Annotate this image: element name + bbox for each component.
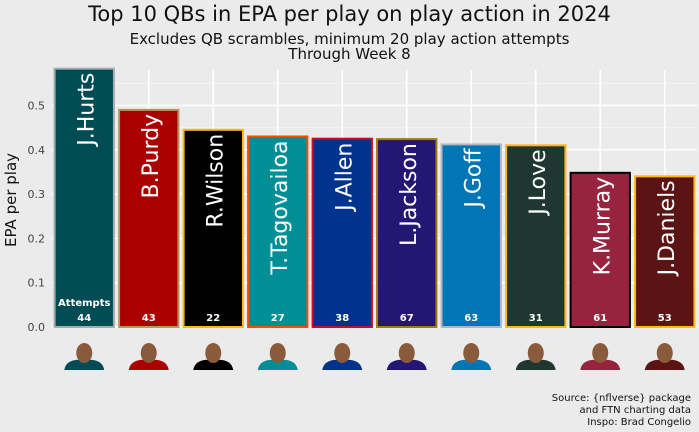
attempts-value: 53: [658, 313, 672, 324]
y-axis-label: EPA per play: [2, 153, 20, 247]
attempts-value: 27: [271, 313, 285, 324]
bar-kmurray: [569, 171, 631, 328]
player-headshot-icon: [322, 343, 363, 370]
attempts-value: 31: [529, 313, 543, 324]
bar-ttagovailoa: [247, 135, 309, 328]
player-headshot-icon: [515, 343, 556, 370]
bar-name-label: B.Purdy: [139, 114, 164, 199]
bar-rwilson: [182, 128, 244, 328]
player-headshots: [64, 343, 685, 370]
player-headshot-icon: [451, 343, 492, 370]
chart-subtitle-line-1: Excludes QB scrambles, minimum 20 play a…: [129, 30, 570, 48]
bar-jhurts: [53, 67, 115, 329]
y-tick-label: 0.0: [28, 321, 46, 334]
bar-name-label: R.Wilson: [203, 134, 228, 228]
caption-source-2: and FTN charting data: [579, 405, 692, 416]
bar-name-label: J.Goff: [461, 148, 486, 210]
y-axis-ticks: 0.0 0.1 0.2 0.3 0.4 0.5: [28, 99, 46, 334]
y-tick-label: 0.3: [28, 188, 46, 201]
attempts-value: 38: [335, 313, 349, 324]
attempts-value: 22: [206, 313, 220, 324]
bar-ljackson: [376, 138, 438, 328]
bar-name-label: J.Hurts: [74, 73, 99, 148]
bars: J.Hurts 44 Attempts B.Purdy 43 R.Wilson 22 T.Ta…: [53, 67, 696, 329]
bar-name-label: J.Daniels: [655, 180, 680, 277]
bar-name-label: L.Jackson: [397, 143, 422, 246]
bar-jgoff: [440, 143, 502, 328]
caption-source: Source: {nflverse} package: [551, 393, 691, 404]
bar-name-label: J.Love: [526, 149, 551, 216]
y-tick-label: 0.1: [28, 277, 46, 290]
y-tick-label: 0.4: [28, 144, 46, 157]
player-headshot-icon: [257, 343, 298, 370]
y-tick-label: 0.5: [28, 99, 46, 112]
bar-jallen: [311, 137, 373, 328]
bar-bpurdy: [118, 108, 180, 329]
chart-title: Top 10 QBs in EPA per play on play actio…: [88, 2, 611, 26]
attempts-label: Attempts: [58, 298, 110, 309]
bar-jlove: [505, 144, 567, 328]
player-headshot-icon: [64, 343, 105, 370]
attempts-value: 61: [593, 313, 607, 324]
player-headshot-icon: [644, 343, 685, 370]
attempts-value: 43: [142, 313, 156, 324]
bar-name-label: K.Murray: [590, 177, 615, 276]
attempts-value: 67: [400, 313, 414, 324]
attempts-value: 63: [464, 313, 478, 324]
player-headshot-icon: [128, 343, 169, 370]
bar-name-label: T.Tagovailoa: [268, 140, 293, 275]
bar-jdaniels: [634, 175, 696, 328]
player-headshot-icon: [386, 343, 427, 370]
caption-inspo: Inspo: Brad Congelio: [587, 417, 691, 428]
bar-name-label: J.Allen: [332, 143, 357, 213]
y-tick-label: 0.2: [28, 232, 46, 245]
chart-subtitle-line-2: Through Week 8: [288, 45, 411, 63]
player-headshot-icon: [193, 343, 234, 370]
player-headshot-icon: [580, 343, 621, 370]
attempts-value: 44: [77, 313, 91, 324]
